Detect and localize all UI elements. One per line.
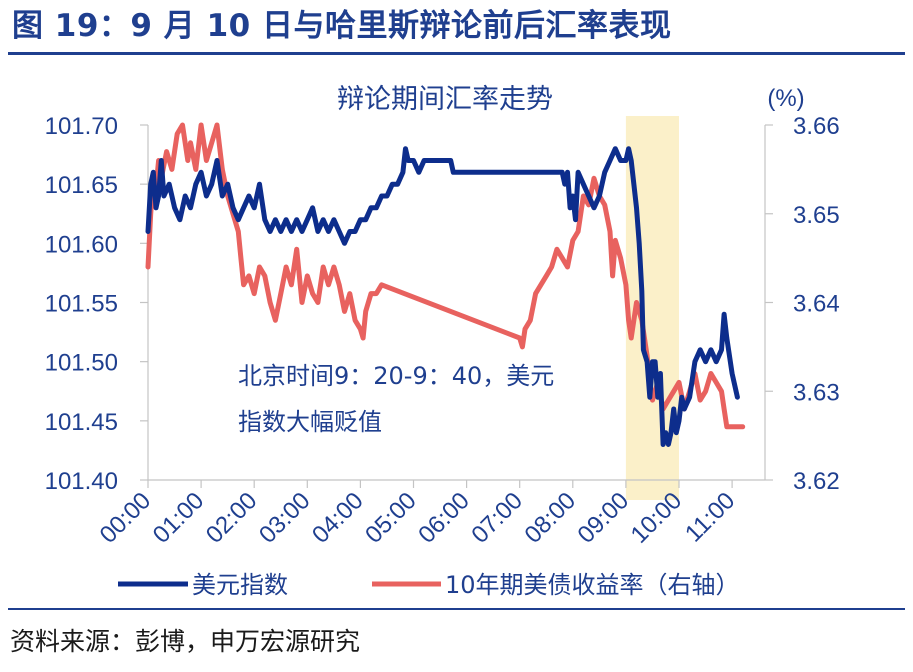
left-axis-tick-label: 101.60 (45, 231, 118, 258)
x-axis-tick-label: 08:00 (519, 487, 581, 549)
right-axis-tick-label: 3.64 (793, 291, 840, 318)
title-rule (8, 52, 905, 55)
source-note: 资料来源：彭博，申万宏源研究 (10, 627, 361, 656)
x-axis-tick-label: 06:00 (413, 487, 475, 549)
legend-label-treasury-yield: 10年期美债收益率（右轴） (445, 571, 740, 599)
left-axis-tick-label: 101.50 (45, 350, 118, 377)
x-axis-tick-label: 09:00 (573, 487, 635, 549)
footer-rule (8, 608, 905, 610)
x-axis-tick-label: 02:00 (201, 487, 263, 549)
annotation-line-1: 北京时间9：20-9：40，美元 (238, 362, 554, 390)
left-axis-tick-label: 101.40 (45, 468, 118, 495)
right-axis-unit: (%) (767, 85, 804, 112)
left-axis-tick-label: 101.70 (45, 113, 118, 140)
x-axis-tick-label: 03:00 (254, 487, 316, 549)
legend-label-dollar-index: 美元指数 (192, 571, 288, 599)
x-axis-tick-label: 07:00 (466, 487, 528, 549)
right-axis-tick-label: 3.66 (793, 113, 840, 140)
right-axis-tick-label: 3.62 (793, 468, 840, 495)
figure-title: 图 19：9 月 10 日与哈里斯辩论前后汇率表现 (12, 8, 672, 44)
left-axis-tick-label: 101.55 (45, 291, 118, 318)
left-axis-ticks: 101.70 101.65 101.60 101.55 101.50 101.45 101.… (45, 113, 148, 495)
x-axis-tick-label: 05:00 (360, 487, 422, 549)
series-line-dollar-index (145, 146, 740, 447)
left-axis-tick-label: 101.65 (45, 172, 118, 199)
x-axis-tick-label: 00:00 (95, 487, 157, 549)
x-axis-tick-label: 11:00 (680, 487, 740, 547)
x-axis-tick-label: 04:00 (307, 487, 369, 549)
left-axis-tick-label: 101.45 (45, 409, 118, 436)
x-axis-tick-label: 01:00 (148, 487, 210, 549)
right-axis-tick-label: 3.63 (793, 379, 840, 406)
chart: 辩论期间汇率走势 (%) 101.70101.65101.60101.55101… (45, 84, 840, 599)
chart-title: 辩论期间汇率走势 (337, 84, 553, 115)
right-axis-tick-label: 3.65 (793, 202, 840, 229)
annotation-line-2: 指数大幅贬值 (238, 408, 382, 436)
right-axis-ticks: 3.66 3.65 3.64 3.63 3.62 (765, 113, 840, 495)
